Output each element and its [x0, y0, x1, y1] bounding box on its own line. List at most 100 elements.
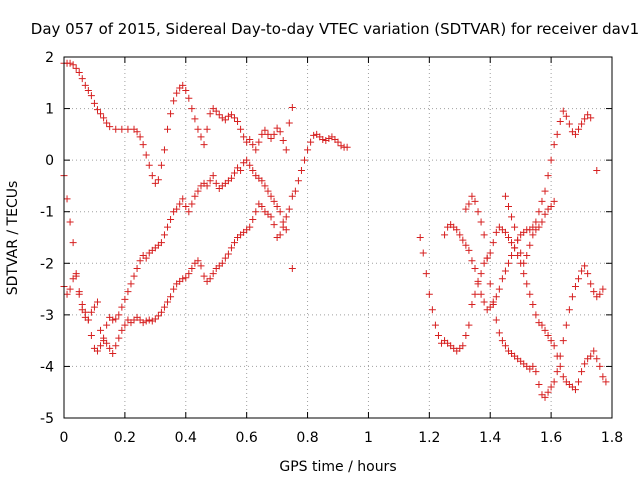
data-point-plus-marker: [72, 64, 80, 72]
gridlines: [64, 57, 612, 418]
data-point-plus-marker: [97, 342, 105, 350]
data-point-plus-marker: [139, 141, 147, 149]
data-point-plus-marker: [179, 81, 187, 89]
y-tick-label: 0: [45, 153, 54, 169]
data-point-plus-marker: [459, 236, 467, 244]
data-point-plus-marker: [471, 290, 479, 298]
data-point-plus-marker: [501, 342, 509, 350]
data-point-plus-marker: [212, 179, 220, 187]
data-point-plus-marker: [75, 68, 83, 76]
data-point-plus-marker: [301, 156, 309, 164]
data-point-plus-marker: [526, 290, 534, 298]
data-point-plus-marker: [167, 293, 175, 301]
data-point-plus-marker: [511, 223, 519, 231]
data-point-plus-marker: [258, 203, 266, 211]
data-point-plus-marker: [160, 303, 168, 311]
data-point-plus-marker: [581, 360, 589, 368]
x-tick-label: 1.2: [418, 430, 440, 446]
data-point-plus-marker: [221, 116, 229, 124]
data-point-plus-marker: [538, 197, 546, 205]
data-point-plus-marker: [209, 270, 217, 278]
x-tick-label: 0.6: [236, 430, 258, 446]
data-point-plus-marker: [422, 270, 430, 278]
data-point-plus-marker: [578, 120, 586, 128]
data-point-plus-marker: [237, 166, 245, 174]
y-tick-label: 2: [45, 50, 54, 66]
data-point-plus-marker: [93, 347, 101, 355]
data-point-plus-marker: [508, 252, 516, 260]
data-point-plus-marker: [112, 342, 120, 350]
data-point-plus-marker: [480, 231, 488, 239]
plot-frame: [63, 56, 613, 419]
data-point-plus-marker: [179, 195, 187, 203]
data-point-plus-marker: [221, 254, 229, 262]
data-point-plus-marker: [465, 200, 473, 208]
data-point-plus-marker: [571, 386, 579, 394]
data-point-plus-marker: [167, 215, 175, 223]
data-point-plus-marker: [273, 203, 281, 211]
data-point-plus-marker: [508, 239, 516, 247]
data-point-plus-marker: [517, 249, 525, 257]
data-point-plus-marker: [182, 274, 190, 282]
data-point-plus-marker: [547, 156, 555, 164]
data-point-plus-marker: [504, 234, 512, 241]
data-point-plus-marker: [258, 130, 266, 138]
data-point-plus-marker: [136, 133, 144, 141]
data-point-plus-marker: [66, 59, 74, 67]
data-point-plus-marker: [243, 156, 251, 164]
data-point-plus-marker: [151, 179, 159, 187]
data-point-plus-marker: [227, 174, 235, 182]
data-point-plus-marker: [550, 197, 558, 205]
data-point-plus-marker: [495, 285, 503, 293]
data-point-plus-marker: [538, 321, 546, 329]
data-point-plus-marker: [255, 138, 263, 146]
data-point-plus-marker: [596, 290, 604, 298]
data-point-plus-marker: [164, 223, 172, 231]
data-point-plus-marker: [285, 205, 293, 213]
data-point-plus-marker: [279, 137, 287, 145]
x-tick-label: 1.8: [601, 430, 623, 446]
data-point-plus-marker: [206, 275, 214, 283]
data-point-plus-marker: [249, 141, 257, 149]
data-point-plus-marker: [282, 146, 290, 154]
data-point-plus-marker: [541, 187, 549, 195]
data-point-plus-marker: [252, 146, 260, 154]
data-point-plus-marker: [75, 288, 83, 296]
data-point-plus-marker: [532, 218, 540, 226]
data-point-plus-marker: [480, 298, 488, 306]
data-point-plus-marker: [154, 176, 162, 184]
data-point-plus-marker: [227, 111, 235, 119]
data-point-plus-marker: [63, 195, 71, 203]
data-point-plus-marker: [90, 99, 98, 107]
data-point-plus-marker: [599, 285, 607, 293]
data-point-plus-marker: [230, 114, 238, 122]
data-point-plus-marker: [556, 352, 564, 360]
data-point-plus-marker: [541, 326, 549, 334]
data-point-plus-marker: [227, 244, 235, 252]
data-point-plus-marker: [462, 205, 470, 213]
data-point-plus-marker: [160, 146, 168, 154]
data-point-plus-marker: [148, 172, 156, 180]
data-point-plus-marker: [529, 301, 537, 309]
data-point-plus-marker: [90, 303, 98, 311]
data-point-plus-marker: [100, 114, 108, 122]
data-point-plus-marker: [477, 218, 485, 226]
data-point-plus-marker: [529, 362, 537, 370]
data-point-plus-marker: [547, 337, 555, 345]
x-tick-label: 0: [60, 430, 69, 446]
data-point-plus-marker: [416, 234, 424, 241]
data-point-plus-marker: [215, 111, 223, 119]
data-point-plus-marker: [194, 187, 202, 195]
data-point-plus-marker: [200, 141, 208, 149]
data-point-plus-marker: [578, 368, 586, 376]
series-track-c: [60, 130, 351, 358]
data-point-plus-marker: [109, 350, 117, 358]
data-point-plus-marker: [157, 161, 165, 169]
data-point-plus-marker: [182, 87, 190, 95]
data-point-plus-marker: [425, 290, 433, 298]
data-point-plus-marker: [176, 200, 184, 208]
data-point-plus-marker: [206, 177, 214, 185]
data-point-plus-marker: [547, 203, 555, 211]
data-point-plus-marker: [334, 138, 342, 146]
data-point-plus-marker: [212, 107, 220, 115]
